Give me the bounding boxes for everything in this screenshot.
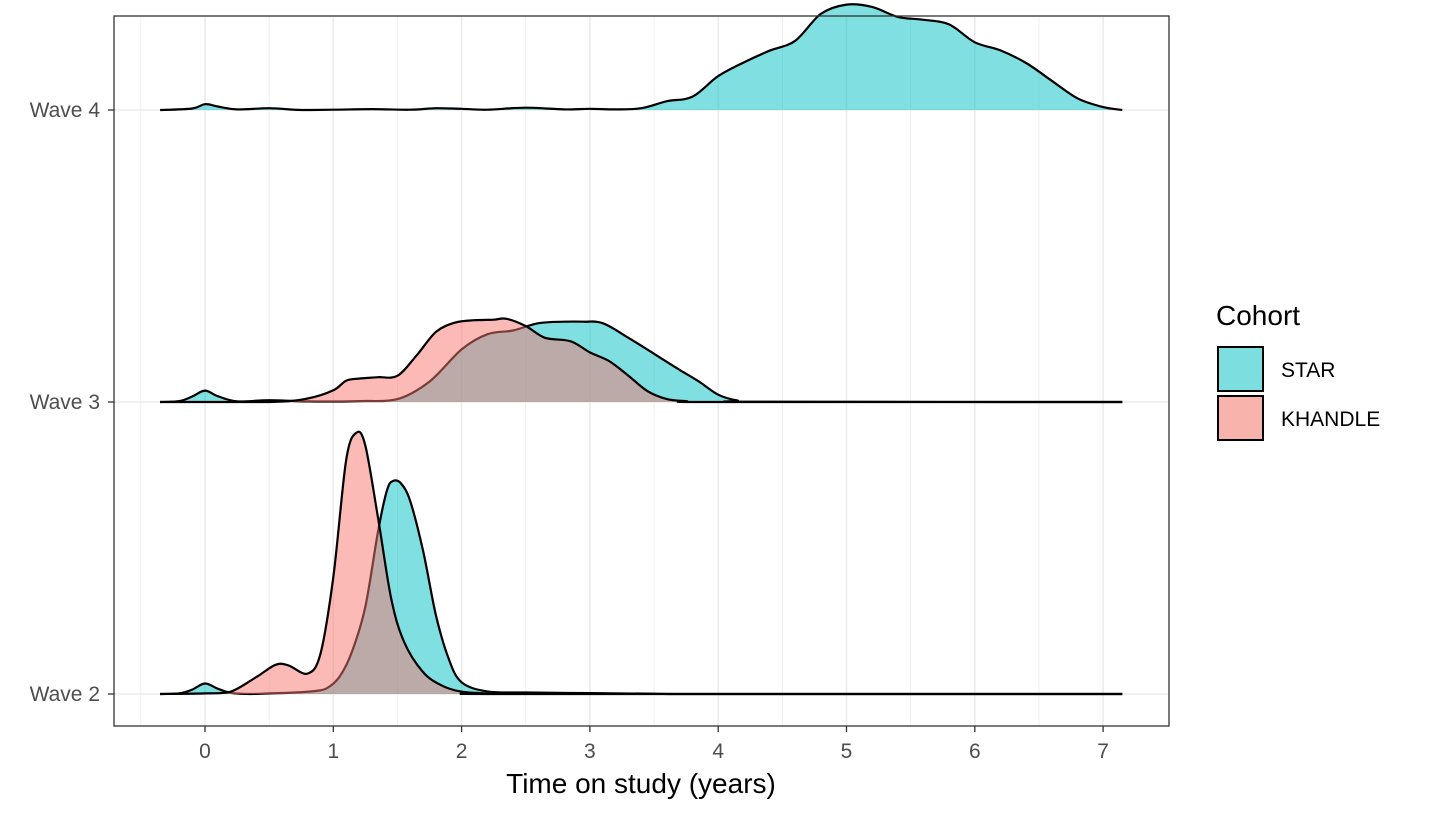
x-tick-label: 2	[456, 740, 468, 763]
ridge-area-star-wave4	[160, 4, 1123, 110]
legend: Cohort STAR KHANDLE	[1216, 300, 1380, 441]
x-tick-label: 1	[327, 740, 339, 763]
legend-title: Cohort	[1216, 300, 1300, 331]
x-tick-label: 0	[199, 740, 211, 763]
y-axis: Wave 2 Wave 3 Wave 4	[30, 99, 114, 706]
x-axis: 0 1 2 3 4 5 6 7	[199, 726, 1109, 763]
x-tick-label: 5	[841, 740, 853, 763]
density-ridges	[160, 3, 1123, 696]
x-tick-label: 4	[712, 740, 724, 763]
x-axis-title: Time on study (years)	[506, 768, 776, 799]
y-tick-label: Wave 2	[30, 683, 100, 706]
plot-border	[113, 15, 1170, 727]
x-tick-label: 3	[584, 740, 596, 763]
ridge-area-khandle-wave2	[160, 431, 1123, 694]
ridge-area-star-wave3	[160, 321, 1123, 402]
x-tick-label: 6	[969, 740, 981, 763]
legend-key-star	[1217, 346, 1264, 392]
y-tick-label: Wave 3	[30, 391, 100, 414]
x-tick-label: 7	[1097, 740, 1109, 763]
ridge-area-khandle-wave3	[160, 318, 1123, 402]
ridge-line-khandle-wave2	[160, 430, 1123, 696]
ridge-line-khandle-wave3	[160, 317, 1123, 404]
legend-label-khandle: KHANDLE	[1281, 408, 1380, 431]
ridge-line-star-wave4	[160, 3, 1123, 112]
y-tick-label: Wave 4	[30, 99, 101, 122]
legend-label-star: STAR	[1281, 359, 1335, 382]
legend-key-khandle	[1217, 395, 1264, 441]
